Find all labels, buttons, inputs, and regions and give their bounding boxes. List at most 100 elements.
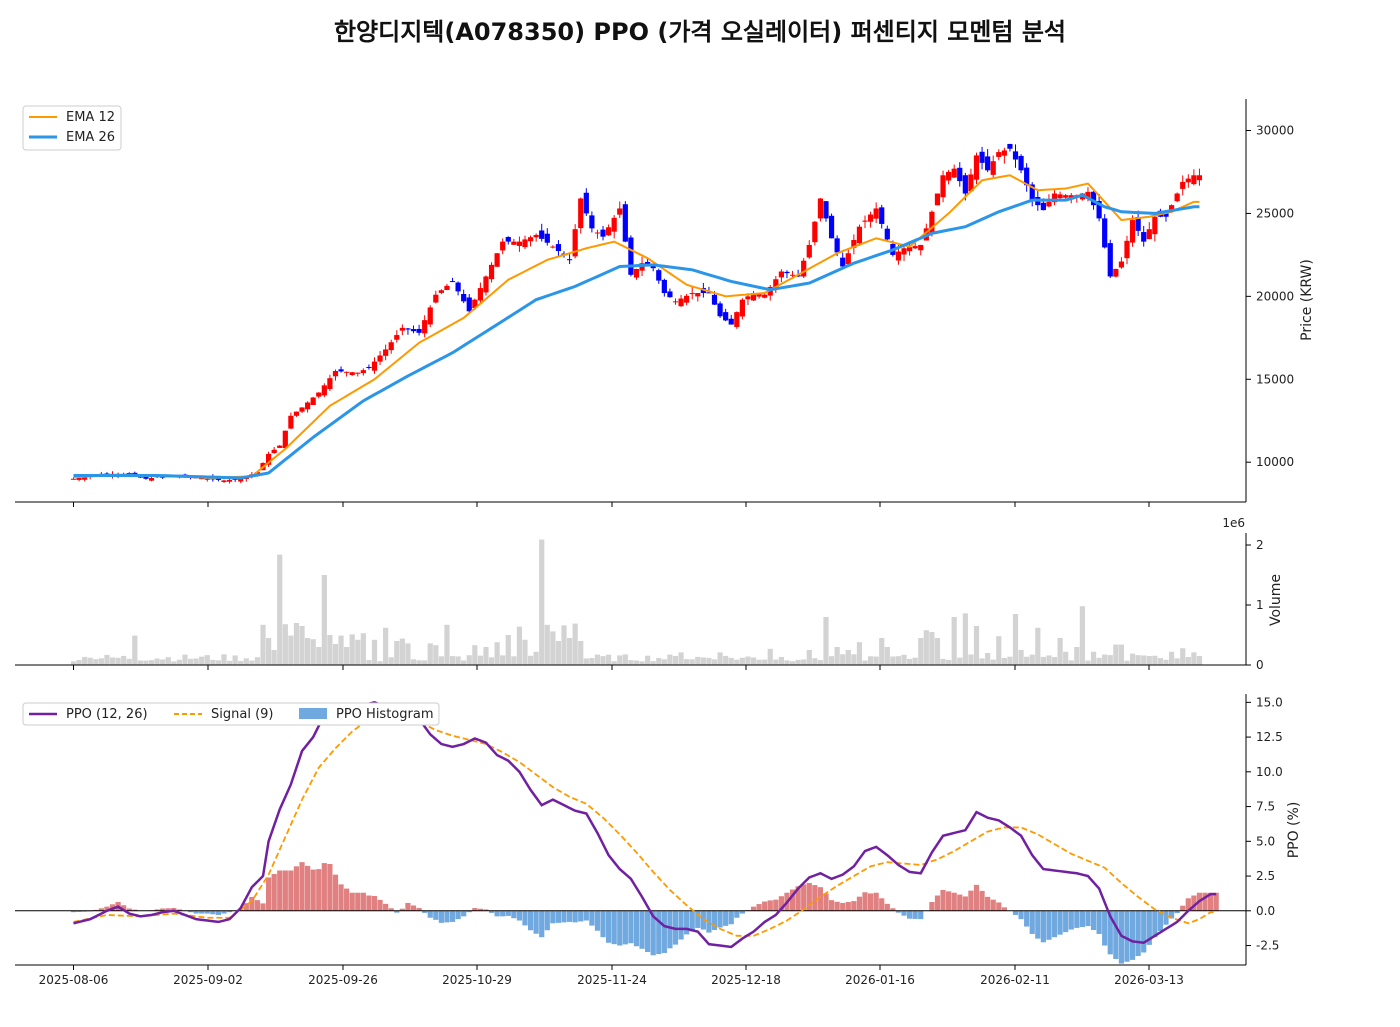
volume-bar: [973, 626, 980, 665]
volume-bar: [672, 655, 679, 665]
ppo-hist-bar: [238, 909, 244, 911]
volume-bar: [165, 657, 171, 665]
ppo-hist-bar: [912, 910, 918, 919]
legend-signal-label: Signal (9): [211, 707, 273, 722]
ppo-hist-bar: [561, 910, 567, 923]
volume-bar: [115, 657, 121, 665]
ppo-ytick-label: 2.5: [1256, 869, 1275, 883]
candle-body: [204, 478, 210, 480]
candle-body: [711, 294, 718, 305]
volume-bar: [645, 655, 651, 665]
volume-bar: [884, 647, 890, 665]
price-legend: EMA 12 EMA 26: [22, 105, 122, 151]
volume-bar: [316, 647, 322, 665]
candle-body: [344, 371, 350, 373]
candle-body: [656, 270, 662, 281]
ppo-hist-bar: [762, 901, 768, 911]
ppo-hist-bar: [633, 910, 640, 947]
volume-bar: [617, 655, 623, 665]
candle-body: [606, 227, 612, 236]
volume-bar: [1046, 655, 1052, 665]
ppo-hist-bar: [1135, 910, 1141, 956]
candle-body: [695, 293, 701, 297]
ppo-hist-bar: [973, 884, 980, 911]
ppo-hist-bar: [221, 910, 227, 914]
ppo-hist-bar: [1107, 910, 1113, 955]
ppo-hist-bar: [226, 910, 233, 913]
ppo-hist-bar: [349, 892, 355, 911]
candle-body: [934, 193, 941, 206]
candle-body: [867, 214, 874, 222]
volume-bar: [1107, 655, 1113, 665]
ppo-hist-bar: [371, 895, 378, 911]
volume-axis: 0 1 2: [15, 533, 1264, 672]
volume-bar: [979, 658, 985, 665]
ppo-hist-bar: [555, 910, 562, 923]
volume-bar: [232, 655, 238, 665]
ppo-hist-bar: [789, 889, 796, 911]
volume-bar: [461, 660, 467, 665]
ppo-hist-bar: [288, 870, 294, 911]
ppo-panel: -2.5 0.0 2.5 5.0 7.5 10.0 12.5 15.0 PPO (%) PPO…: [15, 694, 1302, 966]
volume-bar: [985, 653, 991, 665]
volume-bar: [98, 658, 104, 665]
candle-body: [929, 211, 935, 235]
ppo-legend: PPO (12, 26) Signal (9) PPO Histogram: [22, 702, 440, 726]
candle-body: [1096, 200, 1102, 219]
volume-bar: [305, 638, 311, 665]
candle-body: [160, 476, 166, 478]
volume-bar: [566, 638, 573, 665]
ppo-hist-bar: [505, 910, 511, 916]
candle-body: [254, 472, 261, 475]
volume-bar: [583, 658, 589, 665]
candle-body: [1135, 217, 1141, 231]
candle-body: [633, 268, 640, 278]
ppo-hist-bar: [461, 910, 467, 917]
volume-bar: [483, 647, 489, 665]
volume-bar: [93, 659, 99, 665]
ppo-hist-bar: [951, 892, 957, 911]
volume-bar: [204, 655, 210, 665]
x-axis: 2025-08-06 2025-09-02 2025-09-26 2025-10-29…: [39, 502, 1184, 987]
ppo-hist-bar: [801, 884, 807, 911]
candle-body: [466, 297, 472, 312]
volume-bar: [946, 659, 952, 665]
volume-bar: [907, 658, 913, 665]
volume-bar: [639, 661, 645, 665]
candle-body: [1163, 213, 1169, 217]
volume-bar: [544, 624, 550, 665]
volume-bar: [633, 660, 640, 665]
volume-bar: [539, 539, 545, 665]
ppo-hist-bar: [1024, 910, 1030, 927]
ppo-hist-bar: [1046, 910, 1052, 940]
candle-body: [383, 349, 389, 356]
candle-body: [739, 299, 745, 317]
volume-bar: [132, 635, 138, 665]
candle-body: [293, 411, 300, 416]
candle-body: [1029, 184, 1035, 201]
ppo-hist-bar: [606, 910, 612, 943]
volume-bar: [951, 617, 957, 665]
ppo-hist-bar: [265, 877, 272, 911]
candle-body: [282, 430, 288, 449]
candle-body: [399, 327, 405, 331]
candle-body: [1196, 175, 1203, 181]
volume-bar: [801, 659, 807, 665]
legend-hist-swatch: [299, 708, 327, 719]
ppo-hist-bar: [851, 901, 857, 911]
ppo-hist-bar: [1035, 910, 1041, 939]
candle-body: [985, 156, 991, 171]
ppo-hist-bar: [472, 908, 478, 911]
candle-body: [901, 248, 907, 255]
volume-bar: [968, 654, 974, 665]
ppo-hist-bar: [399, 908, 405, 911]
volume-bar: [773, 659, 779, 665]
candle-body: [338, 369, 344, 372]
legend-ema26-label: EMA 26: [66, 130, 115, 145]
volume-bar: [689, 659, 695, 665]
candle-body: [483, 276, 489, 293]
volume-bar: [466, 655, 472, 665]
candle-body: [767, 286, 773, 296]
volume-bar: [684, 659, 690, 665]
